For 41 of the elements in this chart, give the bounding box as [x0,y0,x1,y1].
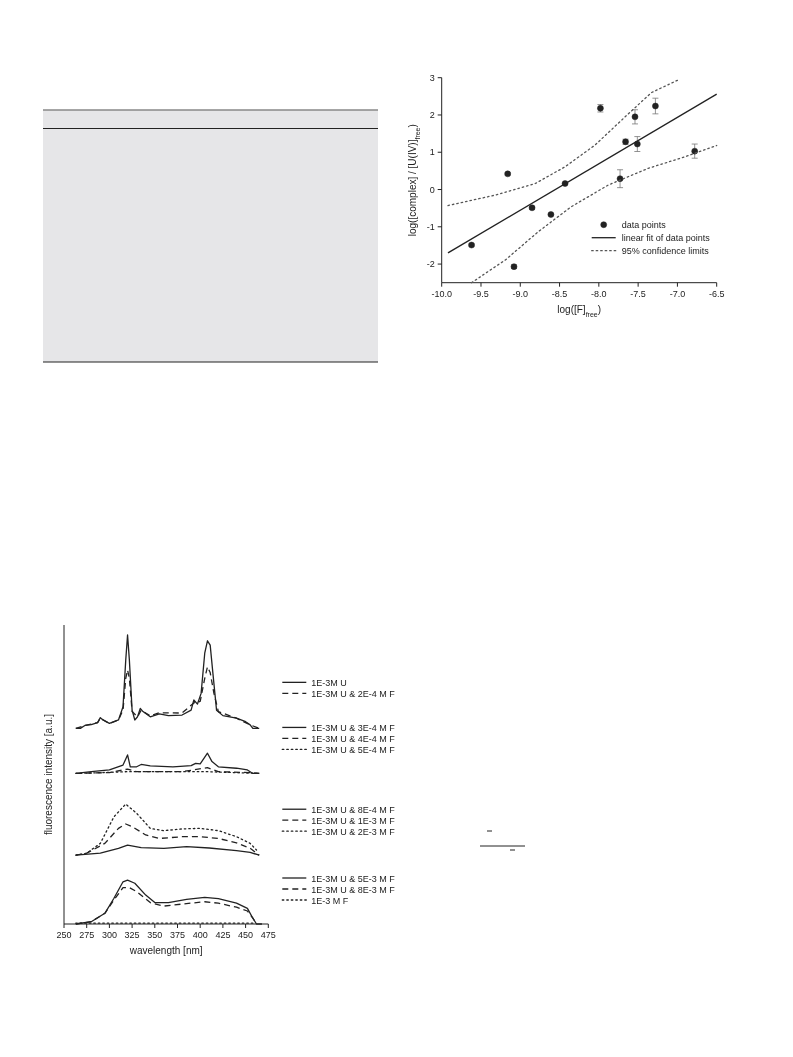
x-tick-label: -10.0 [431,288,452,299]
x-tick-label: -7.0 [669,288,686,299]
x-tick-label: 400 [192,930,208,940]
legend-label: 1E-3M U & 4E-4 M F [311,733,396,744]
legend-label: 1E-3M U & 2E-3 M F [311,826,396,837]
y-tick-label: 2 [429,110,435,121]
x-tick-label: 475 [260,930,276,940]
y-tick-label: 0 [429,184,435,195]
y-tick-label: 1 [429,147,435,158]
legend-label: 1E-3M U & 2E-4 M F [311,688,396,699]
legend-label: 1E-3M U & 8E-4 M F [311,804,396,815]
y-tick-label: 3 [429,72,435,83]
x-tick-label: -6.5 [708,288,725,299]
legend-label: 1E-3M U & 5E-3 M F [311,873,396,884]
legend-label: 1E-3M U & 1E-3 M F [311,815,396,826]
legend-label: 1E-3M U & 8E-3 M F [311,884,396,895]
x-tick-label: 275 [79,930,95,940]
legend-label: data points [621,220,667,231]
x-axis-title: wavelength [nm] [128,945,203,956]
x-tick-label: 450 [238,930,254,940]
x-tick-label: 375 [169,930,186,940]
x-axis-title: log([F]$_{free}$) [557,303,602,318]
x-tick-label: 325 [124,930,140,940]
legend-label: 95% confidence limits [621,246,710,257]
legend-label: 1E-3 M F [311,895,349,906]
legend-label: 1E-3M U & 5E-4 M F [311,744,396,755]
legend-label: 1E-3M U & 3E-4 M F [311,722,396,733]
y-axis-title: fluorescence intensity [a.u.] [43,713,54,836]
y-tick-label: -2 [426,259,435,270]
x-tick-label: -9.5 [473,288,489,299]
x-tick-label: 250 [56,930,72,940]
legend-label: linear fit of data points [621,233,711,244]
x-tick-label: 350 [147,930,163,940]
x-tick-label: -8.5 [551,288,568,299]
x-tick-label: -9.0 [512,288,529,299]
legend-label: 1E-3M U [311,677,347,688]
x-tick-label: -7.5 [630,288,646,299]
x-tick-label: 425 [215,930,231,940]
x-tick-label: 300 [101,930,117,940]
y-tick-label: -1 [426,221,435,232]
x-tick-label: -8.0 [591,288,607,299]
